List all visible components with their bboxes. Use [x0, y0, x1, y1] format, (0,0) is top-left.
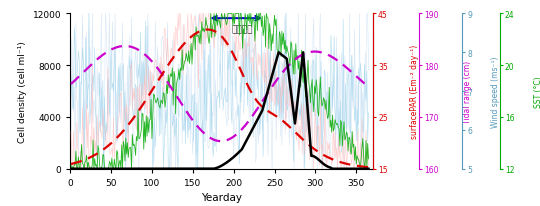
- Text: 장마기간: 장마기간: [231, 26, 253, 34]
- Y-axis label: SST (°C): SST (°C): [534, 76, 540, 107]
- Y-axis label: Wind speed (ms⁻¹): Wind speed (ms⁻¹): [491, 56, 501, 127]
- X-axis label: Yearday: Yearday: [201, 192, 242, 202]
- Y-axis label: surfacePAR (Em⁻² day⁻¹): surfacePAR (Em⁻² day⁻¹): [410, 45, 419, 139]
- Y-axis label: Cell density (cell ml⁻¹): Cell density (cell ml⁻¹): [18, 41, 27, 142]
- Y-axis label: Tidal range (cm): Tidal range (cm): [463, 60, 472, 123]
